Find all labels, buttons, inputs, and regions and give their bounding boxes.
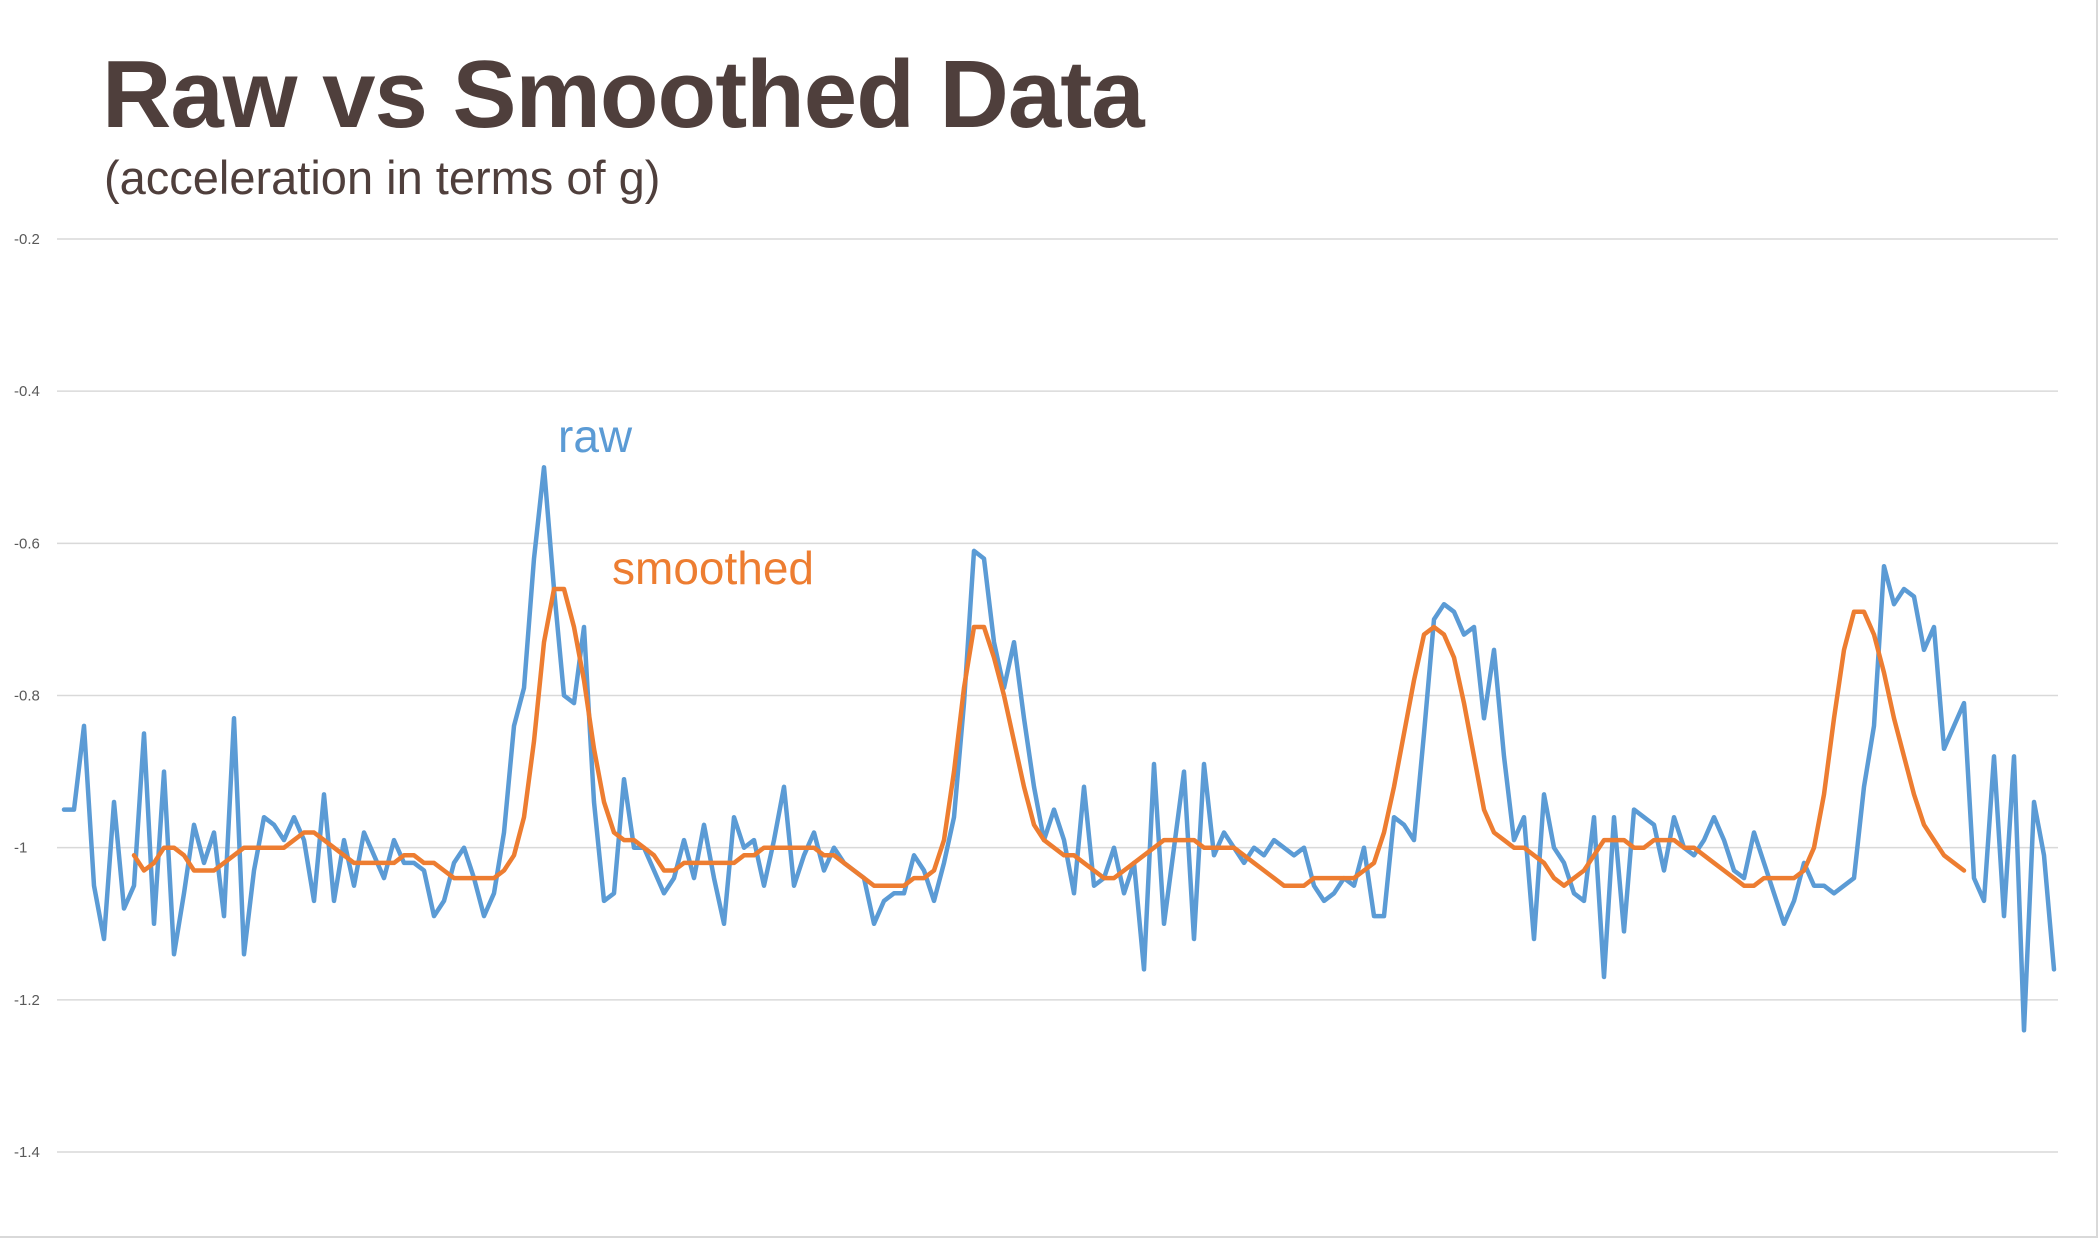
y-tick-label: -0.6 — [14, 535, 40, 552]
chart-subtitle: (acceleration in terms of g) — [104, 151, 661, 204]
y-tick-label: -1 — [14, 840, 27, 857]
gridlines — [57, 238, 2058, 1153]
series-layer — [61, 465, 2057, 1033]
chart-title: Raw vs Smoothed Data — [102, 41, 1145, 148]
series-label-smoothed: smoothed — [612, 542, 814, 594]
y-tick-label: -1.4 — [14, 1144, 40, 1161]
y-tick-label: -0.4 — [14, 383, 40, 400]
series-line-raw — [61, 465, 2057, 1033]
y-axis-ticks: -0.2 -0.4 -0.6 -0.8 -1 -1.2 -1.4 — [14, 231, 40, 1161]
series-line-smoothed — [131, 586, 1967, 888]
y-tick-label: -1.2 — [14, 992, 40, 1009]
series-label-raw: raw — [558, 410, 633, 462]
y-tick-label: -0.8 — [14, 688, 40, 705]
y-tick-label: -0.2 — [14, 231, 40, 248]
